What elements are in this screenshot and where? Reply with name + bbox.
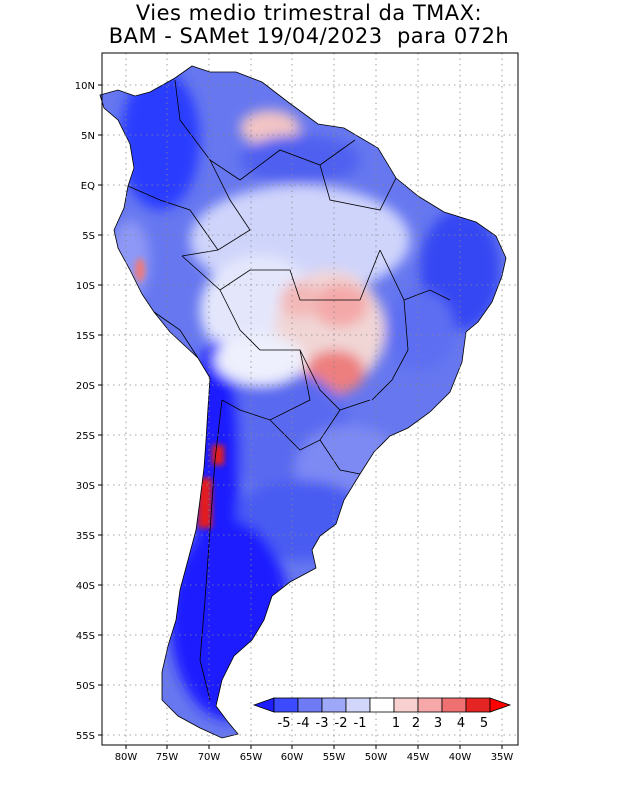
lat-label: 10N — [75, 81, 95, 92]
lat-label: 15S — [76, 331, 95, 342]
country-borders — [127, 79, 451, 701]
lat-label: 5S — [82, 231, 95, 242]
colorbar-box — [417, 697, 443, 713]
lat-label: 35S — [76, 531, 95, 542]
lat-label: 10S — [76, 281, 95, 292]
colorbar-label: 2 — [412, 716, 420, 731]
lat-labels: 10N 5N EQ 5S 10S 15S 20S 25S 30S 35S 40S… — [75, 81, 95, 742]
colorbar-box — [465, 697, 491, 713]
lon-label: 60W — [281, 752, 304, 763]
lat-label: 45S — [76, 631, 95, 642]
colorbar-label: 5 — [480, 716, 488, 731]
colorbar-labels: -5 -4 -3 -2 -1 1 2 3 4 5 — [278, 716, 489, 731]
colorbar-label: 4 — [457, 716, 465, 731]
colorbar-label: -3 — [316, 716, 329, 731]
colorbar-boxes — [252, 697, 512, 713]
lat-label: 30S — [76, 481, 95, 492]
map-title: Vies medio trimestral da TMAX: BAM - SAM… — [0, 2, 618, 48]
lat-label: EQ — [81, 181, 95, 192]
lat-label: 20S — [76, 381, 95, 392]
lon-label: 65W — [240, 752, 263, 763]
colorbar-right-arrow — [489, 697, 512, 713]
lat-label: 5N — [81, 131, 95, 142]
lat-label: 50S — [76, 681, 95, 692]
lat-label: 25S — [76, 431, 95, 442]
lon-label: 75W — [156, 752, 179, 763]
colorbar-label: 1 — [392, 716, 400, 731]
tick-marks — [98, 84, 503, 749]
colorbar-label: -4 — [297, 716, 310, 731]
colorbar: -5 -4 -3 -2 -1 1 2 3 4 5 — [252, 697, 512, 731]
colorbar-box — [297, 697, 323, 713]
colorbar-label: 3 — [434, 716, 442, 731]
lon-label: 35W — [491, 752, 514, 763]
colorbar-label: -1 — [354, 716, 367, 731]
colorbar-box — [345, 697, 371, 713]
title-line-1: Vies medio trimestral da TMAX: — [135, 1, 483, 25]
graticule — [102, 53, 518, 745]
title-line-2: BAM - SAMet 19/04/2023 para 072h — [108, 24, 510, 48]
lon-label: 70W — [198, 752, 221, 763]
lon-label: 40W — [449, 752, 472, 763]
lat-label: 55S — [76, 731, 95, 742]
colorbar-box — [369, 697, 395, 713]
colorbar-box — [393, 697, 419, 713]
lon-label: 50W — [365, 752, 388, 763]
lon-label: 55W — [323, 752, 346, 763]
map-frame — [101, 52, 519, 746]
colorbar-label: -2 — [335, 716, 348, 731]
lon-label: 45W — [407, 752, 430, 763]
lon-label: 80W — [115, 752, 138, 763]
lon-labels: 80W 75W 70W 65W 60W 55W 50W 45W 40W 35W — [115, 752, 514, 763]
colorbar-label: -5 — [278, 716, 291, 731]
colorbar-box — [321, 697, 347, 713]
colorbar-box — [273, 697, 299, 713]
colorbar-box — [441, 697, 467, 713]
lat-label: 40S — [76, 581, 95, 592]
